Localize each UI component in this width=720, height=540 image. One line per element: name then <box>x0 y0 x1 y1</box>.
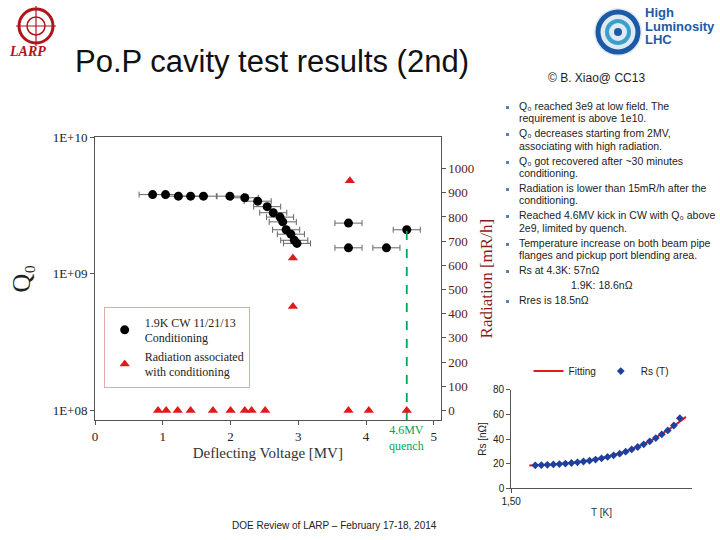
svg-text:500: 500 <box>448 282 468 297</box>
svg-text:0: 0 <box>448 403 455 418</box>
html-text:LHC: LHC <box>645 32 672 48</box>
svg-text:Fitting: Fitting <box>569 366 596 377</box>
svg-text:Q₀: Q₀ <box>7 265 36 293</box>
svg-text:T [K]: T [K] <box>591 507 612 518</box>
svg-text:Deflecting Voltage [MV]: Deflecting Voltage [MV] <box>193 445 343 461</box>
svg-text:1,50: 1,50 <box>501 496 521 507</box>
html-text:1.9K: 18.6nΩ: 1.9K: 18.6nΩ <box>571 279 633 292</box>
html-text:DOE Review of LARP – February: DOE Review of LARP – February 17-18, 201… <box>232 520 437 531</box>
svg-text:800: 800 <box>448 210 468 225</box>
svg-text:1000: 1000 <box>448 161 474 176</box>
html-text:© B. Xiao@ CC13: © B. Xiao@ CC13 <box>548 71 646 85</box>
html-text:High: High <box>645 5 674 20</box>
svg-text:Rs (T): Rs (T) <box>641 366 669 377</box>
html-text:LARP: LARP <box>10 44 46 59</box>
svg-text:400: 400 <box>448 306 468 321</box>
html-text:Q₀ decreases starting from 2MV: Q₀ decreases starting from 2MV, associat… <box>519 127 671 152</box>
svg-text:0: 0 <box>92 429 99 444</box>
svg-text:1E+10: 1E+10 <box>53 130 88 145</box>
svg-text:1.9K CW 11/21/13Conditioning: 1.9K CW 11/21/13Conditioning <box>145 316 236 346</box>
svg-text:4: 4 <box>363 429 370 444</box>
svg-text:1: 1 <box>160 429 167 444</box>
svg-text:60: 60 <box>493 409 505 420</box>
svg-text:Radiation associatedwith condi: Radiation associatedwith conditioning <box>145 350 244 380</box>
svg-text:600: 600 <box>448 258 468 273</box>
html-text:Radiation is lower than 15mR/h: Radiation is lower than 15mR/h after the… <box>519 182 707 207</box>
svg-text:80: 80 <box>493 384 505 395</box>
svg-text:40: 40 <box>493 434 505 445</box>
svg-text:2: 2 <box>227 429 234 444</box>
svg-text:1E+08: 1E+08 <box>53 403 88 418</box>
svg-text:Rs [nΩ]: Rs [nΩ] <box>477 422 488 456</box>
svg-text:5: 5 <box>431 429 438 444</box>
html-text:Rs at 4.3K: 57nΩ: Rs at 4.3K: 57nΩ <box>519 264 600 277</box>
svg-text:1E+09: 1E+09 <box>53 266 88 281</box>
html-text:Rres is 18.5nΩ: Rres is 18.5nΩ <box>519 294 589 307</box>
svg-text:Radiation [mR/h]: Radiation [mR/h] <box>477 219 496 338</box>
svg-text:100: 100 <box>448 379 468 394</box>
svg-text:0: 0 <box>499 483 505 494</box>
svg-text:200: 200 <box>448 355 468 370</box>
html-text:Q₀ got recovered after ~30 min: Q₀ got recovered after ~30 minutes condi… <box>519 154 683 179</box>
html-text:Po.P cavity test results (2nd): Po.P cavity test results (2nd) <box>75 44 469 79</box>
svg-text:300: 300 <box>448 330 468 345</box>
svg-text:700: 700 <box>448 234 468 249</box>
svg-text:3: 3 <box>295 429 302 444</box>
svg-text:900: 900 <box>448 185 468 200</box>
html-text:Temperature increase on both b: Temperature increase on both beam pipe f… <box>519 236 711 261</box>
svg-text:20: 20 <box>493 458 505 469</box>
svg-text:4.6MVquench: 4.6MVquench <box>389 423 424 453</box>
html-text:Luminosity: Luminosity <box>645 18 715 34</box>
html-text:Q₀ reached 3e9 at low field. T: Q₀ reached 3e9 at low field. The require… <box>519 100 670 125</box>
html-text:Reached 4.6MV kick in CW with: Reached 4.6MV kick in CW with Q₀ above 2… <box>519 209 716 234</box>
